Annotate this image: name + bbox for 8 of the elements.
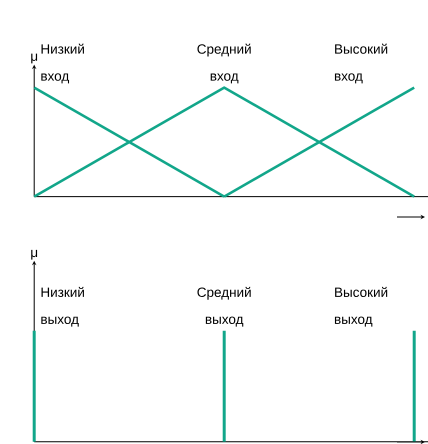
y-axis-title: μ [31,54,38,64]
y-axis-title: μ [31,250,38,260]
text: Низкий вход [41,44,84,84]
text: Средний выход [197,286,251,327]
text: Высокий выход [334,286,388,327]
text: Средний вход [197,44,251,84]
text: Высокий вход [334,44,388,84]
text: Низкий выход [41,286,84,327]
